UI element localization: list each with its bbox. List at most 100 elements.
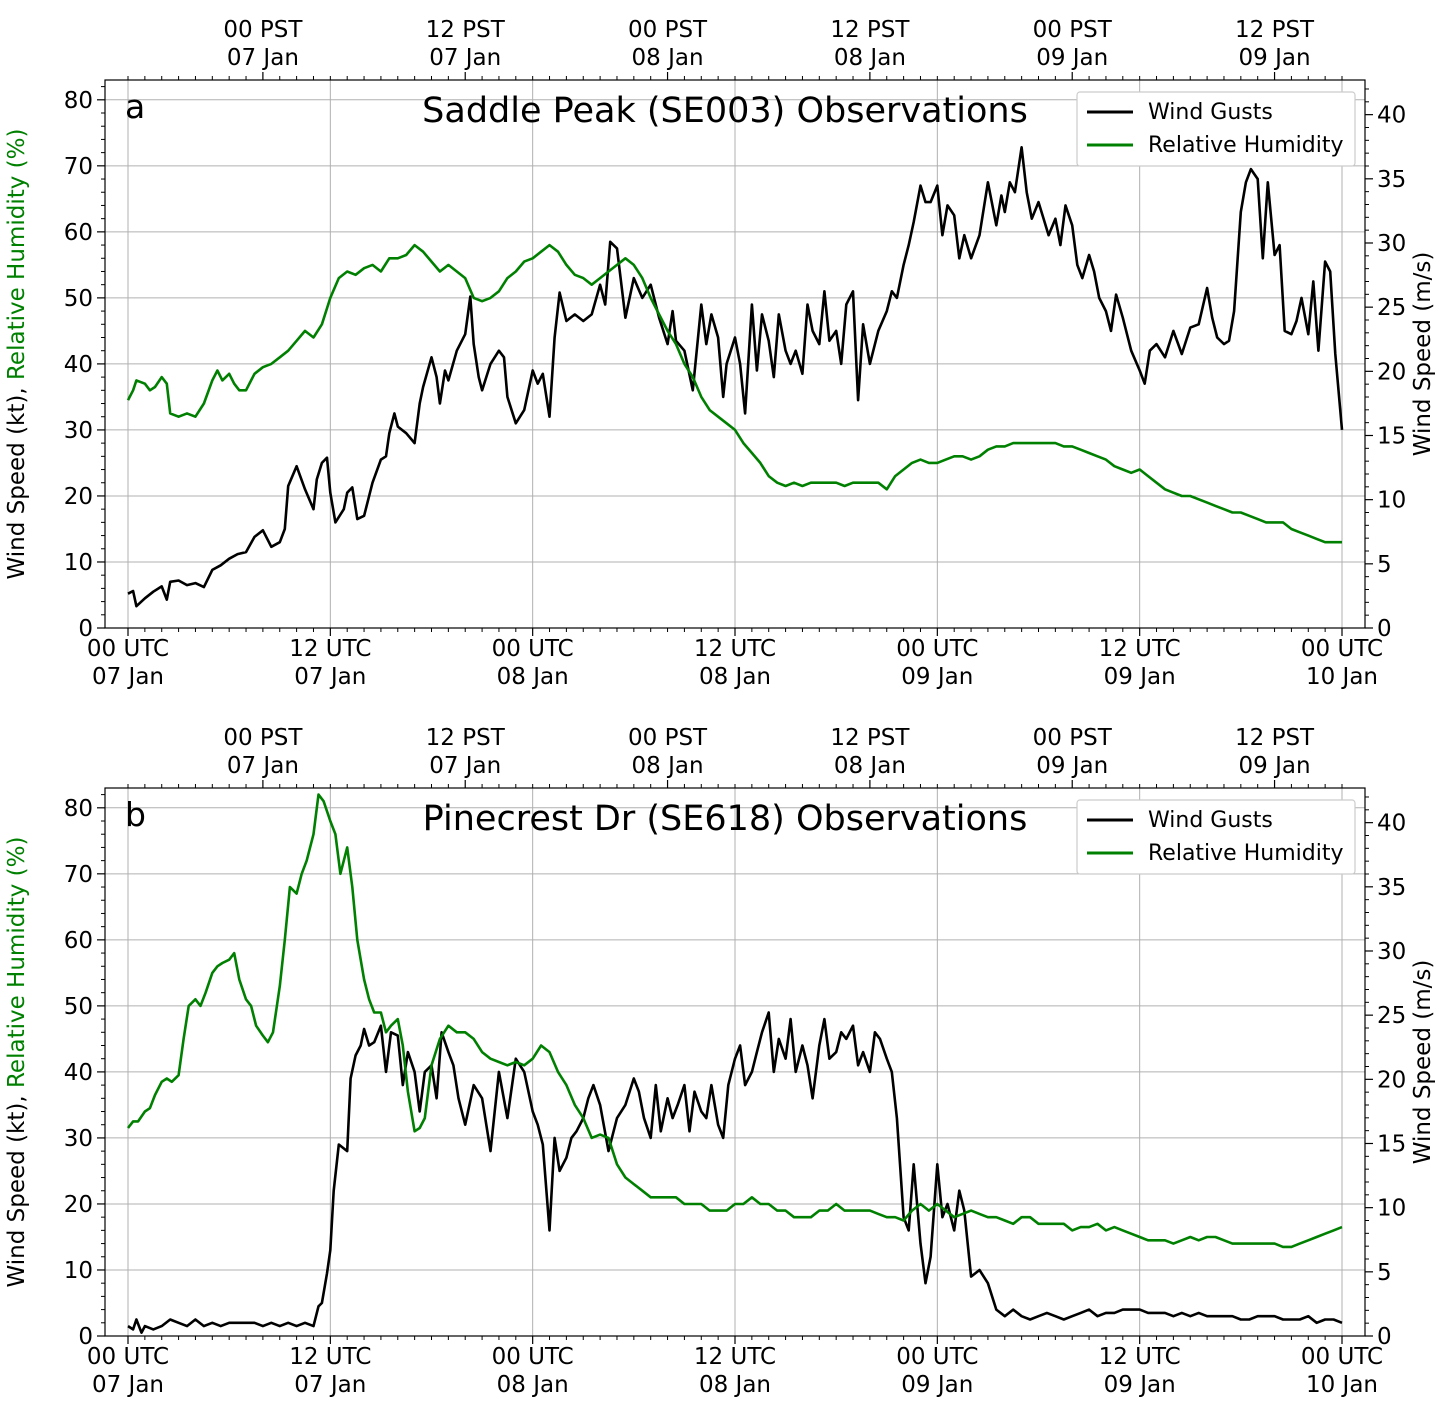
x-tick-label-time: 00 UTC bbox=[1301, 1344, 1383, 1370]
series-line-wind-gusts bbox=[127, 146, 1344, 608]
x-tick-label-time: 12 UTC bbox=[694, 636, 776, 662]
top-tick-label-date: 08 Jan bbox=[632, 753, 704, 779]
y-right-tick-label: 20 bbox=[1377, 359, 1406, 385]
top-tick-label-date: 09 Jan bbox=[1239, 753, 1311, 779]
x-tick-label-date: 07 Jan bbox=[294, 664, 366, 690]
y-right-tick-label: 0 bbox=[1377, 616, 1392, 642]
x-tick-label-time: 00 UTC bbox=[87, 636, 169, 662]
panel-b: b Pinecrest Dr (SE618) Observations Wind… bbox=[4, 725, 1436, 1398]
x-tick-label-date: 08 Jan bbox=[699, 1372, 771, 1398]
legend-b: Wind Gusts Relative Humidity bbox=[1076, 799, 1356, 875]
y-right-tick-label: 5 bbox=[1377, 552, 1392, 578]
panel-letter-b: b bbox=[125, 795, 146, 834]
series-line-wind-gusts bbox=[127, 1011, 1343, 1334]
top-tick-label-time: 12 PST bbox=[1235, 725, 1315, 751]
x-tick-label-time: 12 UTC bbox=[694, 1344, 776, 1370]
y-tick-label: 70 bbox=[64, 154, 93, 180]
y-right-tick-label: 10 bbox=[1377, 488, 1406, 514]
y-tick-label: 30 bbox=[64, 1126, 93, 1152]
top-tick-label-time: 12 PST bbox=[830, 725, 910, 751]
top-tick-label-date: 09 Jan bbox=[1036, 753, 1108, 779]
x-tick-label-date: 07 Jan bbox=[92, 664, 164, 690]
legend-label-wind-gusts: Wind Gusts bbox=[1148, 100, 1273, 125]
y-tick-label: 30 bbox=[64, 418, 93, 444]
y-right-tick-label: 30 bbox=[1377, 939, 1406, 965]
legend-a: Wind Gusts Relative Humidity bbox=[1076, 91, 1356, 167]
y-tick-label: 20 bbox=[64, 1192, 93, 1218]
x-tick-label-time: 00 UTC bbox=[896, 1344, 978, 1370]
x-tick-label-date: 09 Jan bbox=[1104, 664, 1176, 690]
y-right-tick-label: 0 bbox=[1377, 1324, 1392, 1350]
legend-label-relative-humidity: Relative Humidity bbox=[1148, 133, 1343, 158]
left-axis-label-a-wind: Wind Speed (kt), bbox=[4, 380, 30, 579]
top-tick-label-time: 00 PST bbox=[628, 725, 708, 751]
y-right-tick-label: 15 bbox=[1377, 1131, 1406, 1157]
top-tick-label-time: 12 PST bbox=[1235, 17, 1315, 43]
x-tick-label-time: 12 UTC bbox=[289, 1344, 371, 1370]
top-tick-label-date: 07 Jan bbox=[429, 45, 501, 71]
top-tick-label-date: 08 Jan bbox=[834, 45, 906, 71]
panel-a: a Saddle Peak (SE003) Observations Wind … bbox=[4, 17, 1436, 690]
y-tick-label: 50 bbox=[64, 286, 93, 312]
top-tick-label-date: 07 Jan bbox=[227, 45, 299, 71]
top-tick-label-date: 09 Jan bbox=[1036, 45, 1108, 71]
y-right-tick-label: 30 bbox=[1377, 231, 1406, 257]
y-right-tick-label: 40 bbox=[1377, 103, 1406, 129]
left-axis-label-b: Wind Speed (kt), Relative Humidity (%) bbox=[4, 837, 30, 1288]
x-tick-label-time: 00 UTC bbox=[87, 1344, 169, 1370]
top-tick-label-time: 00 PST bbox=[1033, 725, 1113, 751]
y-tick-label: 60 bbox=[64, 928, 93, 954]
y-right-tick-label: 25 bbox=[1377, 1003, 1406, 1029]
left-axis-label-a-humidity: Relative Humidity (%) bbox=[4, 129, 30, 380]
top-tick-label-time: 00 PST bbox=[628, 17, 708, 43]
y-right-tick-label: 25 bbox=[1377, 295, 1406, 321]
x-tick-label-time: 12 UTC bbox=[1099, 636, 1181, 662]
chart-title-b: Pinecrest Dr (SE618) Observations bbox=[423, 799, 1028, 839]
y-tick-label: 10 bbox=[64, 550, 93, 576]
y-right-tick-label: 20 bbox=[1377, 1067, 1406, 1093]
top-tick-label-time: 12 PST bbox=[426, 725, 506, 751]
y-tick-label: 50 bbox=[64, 994, 93, 1020]
panel-letter-a: a bbox=[125, 87, 145, 126]
x-tick-label-time: 00 UTC bbox=[492, 636, 574, 662]
x-tick-label-time: 00 UTC bbox=[1301, 636, 1383, 662]
y-right-tick-label: 40 bbox=[1377, 811, 1406, 837]
x-tick-label-date: 09 Jan bbox=[901, 664, 973, 690]
y-tick-label: 80 bbox=[64, 88, 93, 114]
top-tick-label-date: 08 Jan bbox=[834, 753, 906, 779]
right-axis-label-a: Wind Speed (m/s) bbox=[1410, 252, 1436, 457]
top-tick-label-date: 07 Jan bbox=[227, 753, 299, 779]
series-line-relative-humidity bbox=[126, 243, 1342, 544]
legend-label-relative-humidity: Relative Humidity bbox=[1148, 841, 1343, 866]
left-axis-label-a: Wind Speed (kt), Relative Humidity (%) bbox=[4, 129, 30, 580]
x-tick-label-time: 00 UTC bbox=[896, 636, 978, 662]
top-tick-label-time: 00 PST bbox=[223, 17, 303, 43]
x-tick-label-date: 08 Jan bbox=[497, 664, 569, 690]
left-axis-label-b-humidity: Relative Humidity (%) bbox=[4, 837, 30, 1088]
x-tick-label-time: 12 UTC bbox=[1099, 1344, 1181, 1370]
right-axis-label-b: Wind Speed (m/s) bbox=[1410, 960, 1436, 1165]
y-tick-label: 20 bbox=[64, 484, 93, 510]
y-right-tick-label: 10 bbox=[1377, 1196, 1406, 1222]
y-right-tick-label: 5 bbox=[1377, 1260, 1392, 1286]
x-tick-label-date: 10 Jan bbox=[1306, 1372, 1378, 1398]
top-tick-label-date: 09 Jan bbox=[1239, 45, 1311, 71]
top-tick-label-time: 00 PST bbox=[1033, 17, 1113, 43]
x-tick-label-time: 12 UTC bbox=[289, 636, 371, 662]
top-tick-label-time: 12 PST bbox=[830, 17, 910, 43]
y-tick-label: 10 bbox=[64, 1258, 93, 1284]
x-tick-label-date: 10 Jan bbox=[1306, 664, 1378, 690]
y-tick-label: 80 bbox=[64, 796, 93, 822]
chart-title-a: Saddle Peak (SE003) Observations bbox=[422, 91, 1028, 131]
y-right-tick-label: 35 bbox=[1377, 167, 1406, 193]
top-tick-label-date: 07 Jan bbox=[429, 753, 501, 779]
x-tick-label-time: 00 UTC bbox=[492, 1344, 574, 1370]
legend-label-wind-gusts: Wind Gusts bbox=[1148, 808, 1273, 833]
y-tick-label: 40 bbox=[64, 1060, 93, 1086]
left-axis-label-b-wind: Wind Speed (kt), bbox=[4, 1088, 30, 1287]
y-tick-label: 0 bbox=[78, 616, 93, 642]
x-tick-label-date: 08 Jan bbox=[699, 664, 771, 690]
